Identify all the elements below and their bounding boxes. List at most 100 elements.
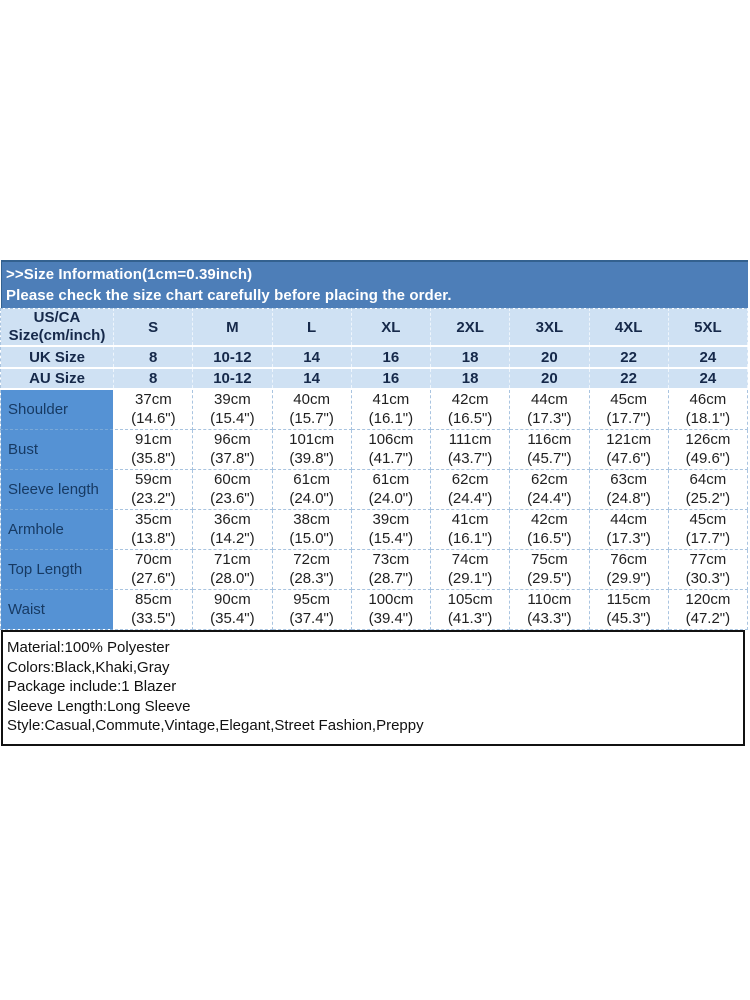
cm-value: 42cm	[531, 511, 568, 528]
measurement-cell: 96cm (37.8")	[192, 429, 273, 470]
cm-value: 85cm	[135, 591, 172, 608]
cm-value: 60cm	[214, 471, 251, 488]
row-label: Bust	[0, 429, 115, 470]
cm-value: 70cm	[135, 551, 172, 568]
inch-value: (39.8")	[289, 450, 334, 467]
inch-value: (16.5")	[527, 530, 572, 547]
cm-value: 72cm	[293, 551, 330, 568]
measurement-cell: 45cm (17.7")	[589, 389, 669, 430]
size-column-header: XL	[351, 308, 432, 347]
uk-size-row: UK Size 8 10-12 14 16 18 20 22 24	[0, 346, 749, 369]
info-line-material: Material:100% Polyester	[7, 639, 170, 656]
inch-value: (29.1")	[447, 570, 493, 587]
table-row-shoulder: Shoulder 37cm (14.6") 39cm (15.4") 40cm (15…	[0, 389, 749, 430]
cm-value: 62cm	[531, 471, 568, 488]
inch-value: (17.3")	[606, 530, 651, 547]
au-size-cell: 16	[351, 368, 432, 390]
measurement-cell: 74cm (29.1")	[430, 549, 511, 590]
inch-value: (45.3")	[606, 610, 651, 627]
cm-value: 115cm	[606, 591, 651, 608]
au-size-cell: 22	[589, 368, 669, 390]
inch-value: (37.4")	[289, 610, 334, 627]
cm-value: 111cm	[448, 431, 492, 448]
inch-value: (24.4")	[447, 490, 493, 507]
measurement-cell: 59cm (23.2")	[113, 469, 194, 510]
au-size-row: AU Size 8 10-12 14 16 18 20 22 24	[0, 368, 749, 390]
banner-title: >>Size Information(1cm=0.39inch)	[6, 266, 253, 283]
measurement-cell: 75cm (29.5")	[509, 549, 590, 590]
uk-size-cell: 8	[113, 346, 194, 369]
inch-value: (28.7")	[368, 570, 414, 587]
inch-value: (23.6")	[210, 490, 255, 507]
cm-value: 39cm	[214, 391, 251, 409]
inch-value: (23.2")	[131, 490, 176, 507]
cm-value: 105cm	[447, 591, 493, 608]
cm-value: 75cm	[531, 551, 568, 568]
corner-header-cell: US/CA Size(cm/inch)	[0, 308, 114, 347]
measurement-cell: 41cm (16.1")	[351, 389, 432, 430]
cm-value: 62cm	[451, 471, 489, 488]
cm-value: 38cm	[293, 511, 330, 528]
banner-subtitle: Please check the size chart carefully be…	[6, 287, 452, 304]
au-size-label: AU Size	[0, 368, 114, 390]
measurement-cell: 110cm (43.3")	[509, 589, 590, 630]
measurement-cell: 44cm (17.3")	[509, 389, 590, 430]
table-row-armhole: Armhole 35cm (13.8") 36cm (14.2") 38cm (15.…	[0, 509, 749, 550]
inch-value: (30.3")	[685, 570, 731, 587]
cm-value: 63cm	[610, 471, 647, 488]
cm-value: 41cm	[451, 511, 489, 528]
info-line-style: Style:Casual,Commute,Vintage,Elegant,Str…	[7, 717, 424, 734]
cm-value: 126cm	[685, 431, 731, 448]
measurement-cell: 37cm (14.6")	[113, 389, 194, 430]
cm-value: 61cm	[372, 471, 410, 488]
measurement-cell: 106cm (41.7")	[351, 429, 432, 470]
table-row-waist: Waist 85cm (33.5") 90cm (35.4") 95cm (37.4"…	[0, 589, 749, 630]
measurement-cell: 105cm (41.3")	[430, 589, 511, 630]
cm-value: 96cm	[214, 431, 251, 448]
measurement-cell: 73cm (28.7")	[351, 549, 432, 590]
uk-size-cell: 16	[351, 346, 432, 369]
row-label: Armhole	[0, 509, 115, 550]
table-row-sleeve-length: Sleeve length 59cm (23.2") 60cm (23.6") 61…	[0, 469, 749, 510]
measurement-cell: 40cm (15.7")	[272, 389, 352, 430]
inch-value: (24.0")	[368, 490, 414, 507]
measurement-cell: 115cm (45.3")	[589, 589, 669, 630]
au-size-cell: 8	[113, 368, 194, 390]
measurement-cell: 39cm (15.4")	[192, 389, 273, 430]
measurement-cell: 41cm (16.1")	[430, 509, 511, 550]
inch-value: (47.2")	[685, 610, 731, 627]
cm-value: 71cm	[214, 551, 251, 568]
measurement-cell: 38cm (15.0")	[272, 509, 352, 550]
cm-value: 90cm	[214, 591, 251, 608]
inch-value: (16.5")	[447, 410, 493, 428]
table-row-bust: Bust 91cm (35.8") 96cm (37.8") 101cm (39.8"…	[0, 429, 749, 470]
measurement-cell: 36cm (14.2")	[192, 509, 273, 550]
au-size-cell: 24	[668, 368, 749, 390]
cm-value: 59cm	[135, 471, 172, 488]
cm-value: 45cm	[610, 391, 647, 409]
info-line-package: Package include:1 Blazer	[7, 678, 177, 695]
inch-value: (41.3")	[447, 610, 493, 627]
size-info-banner: >>Size Information(1cm=0.39inch) Please …	[1, 260, 748, 308]
measurement-cell: 60cm (23.6")	[192, 469, 273, 510]
inch-value: (18.1")	[685, 410, 731, 428]
au-size-cell: 18	[430, 368, 511, 390]
uk-size-cell: 22	[589, 346, 669, 369]
inch-value: (35.4")	[210, 610, 255, 627]
cm-value: 74cm	[451, 551, 489, 568]
inch-value: (15.4")	[210, 410, 255, 428]
cm-value: 42cm	[451, 391, 489, 409]
measurement-cell: 76cm (29.9")	[589, 549, 669, 590]
inch-value: (43.3")	[527, 610, 572, 627]
inch-value: (17.7")	[685, 530, 731, 547]
inch-value: (17.7")	[606, 410, 651, 428]
measurement-cell: 126cm (49.6")	[668, 429, 749, 470]
cm-value: 73cm	[372, 551, 410, 568]
inch-value: (14.6")	[131, 410, 176, 428]
inch-value: (27.6")	[131, 570, 176, 587]
inch-value: (37.8")	[210, 450, 255, 467]
cm-value: 110cm	[527, 591, 572, 608]
measurement-cell: 61cm (24.0")	[351, 469, 432, 510]
inch-value: (15.7")	[289, 410, 334, 428]
